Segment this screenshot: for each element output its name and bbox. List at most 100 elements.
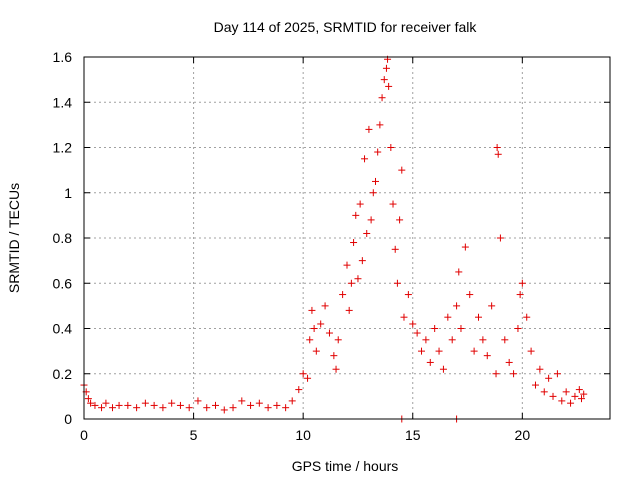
data-point xyxy=(330,352,338,360)
data-point xyxy=(367,216,375,224)
data-point xyxy=(496,234,504,242)
data-point xyxy=(380,76,388,84)
data-point xyxy=(378,94,386,102)
y-tick-label: 1.2 xyxy=(53,140,73,156)
data-point xyxy=(264,404,272,412)
data-point xyxy=(488,302,496,310)
data-point xyxy=(461,243,469,251)
data-point xyxy=(347,279,355,287)
data-point xyxy=(540,388,548,396)
data-point xyxy=(475,313,482,321)
data-point xyxy=(176,401,184,409)
data-point xyxy=(455,268,463,276)
data-point xyxy=(479,336,487,344)
x-tick-label: 10 xyxy=(295,427,311,443)
y-tick-label: 1.6 xyxy=(53,49,73,65)
data-point xyxy=(505,358,513,366)
data-point xyxy=(108,404,116,412)
data-point xyxy=(295,386,303,394)
data-point xyxy=(365,125,373,133)
data-point xyxy=(578,395,586,403)
data-point xyxy=(549,392,557,400)
data-point xyxy=(124,401,132,409)
y-axis-title: SRMTID / TECUs xyxy=(6,183,22,293)
data-point xyxy=(418,347,426,355)
data-point xyxy=(422,336,430,344)
data-point xyxy=(288,397,296,405)
data-point xyxy=(393,279,401,287)
data-point xyxy=(185,404,193,412)
data-point xyxy=(516,291,524,299)
data-point xyxy=(308,306,316,314)
data-point xyxy=(345,306,353,314)
chart-title: Day 114 of 2025, SRMTID for receiver fal… xyxy=(214,19,478,35)
y-tick-label: 0 xyxy=(64,411,72,427)
data-point xyxy=(444,313,452,321)
data-points xyxy=(80,55,588,423)
data-point xyxy=(310,325,318,332)
x-tick-label: 20 xyxy=(515,427,531,443)
y-tick-label: 0.6 xyxy=(53,275,73,291)
data-point xyxy=(439,365,447,373)
data-point xyxy=(398,166,406,174)
data-point xyxy=(325,329,333,337)
data-point xyxy=(545,374,553,382)
data-point xyxy=(354,275,362,283)
data-point xyxy=(466,291,474,299)
data-point xyxy=(494,150,502,158)
data-point xyxy=(332,365,340,373)
grid xyxy=(84,57,610,419)
data-point xyxy=(483,352,491,360)
data-point xyxy=(413,329,421,337)
data-point xyxy=(150,401,158,409)
data-point xyxy=(389,200,397,208)
data-point xyxy=(558,397,566,405)
data-point xyxy=(527,347,535,355)
data-point xyxy=(431,325,439,332)
data-point xyxy=(141,399,149,407)
data-point xyxy=(404,291,412,299)
data-point xyxy=(255,399,263,407)
data-point xyxy=(220,406,228,414)
data-point xyxy=(387,144,395,151)
data-point xyxy=(514,325,522,332)
data-point xyxy=(350,239,358,247)
data-point xyxy=(448,336,456,344)
y-tick-label: 0.8 xyxy=(53,230,73,246)
data-point xyxy=(396,216,404,224)
data-point xyxy=(562,388,570,396)
data-point xyxy=(531,381,539,389)
data-point xyxy=(339,291,347,299)
data-point xyxy=(580,390,588,398)
data-point xyxy=(102,399,110,407)
data-point xyxy=(133,404,141,412)
data-point xyxy=(247,401,255,409)
data-point xyxy=(575,386,583,394)
data-point xyxy=(385,82,393,90)
data-point xyxy=(523,313,531,321)
data-point xyxy=(371,177,379,185)
data-point xyxy=(229,404,237,412)
data-point xyxy=(168,399,176,407)
data-point xyxy=(501,336,509,344)
data-point xyxy=(238,397,246,405)
data-point xyxy=(343,261,351,269)
x-tick-label: 5 xyxy=(190,427,198,443)
data-point xyxy=(453,302,461,310)
data-point xyxy=(84,395,92,403)
data-point xyxy=(194,397,202,405)
y-axis: 0 0.2 0.4 0.6 0.8 1 1.2 1.4 1.6 xyxy=(53,49,610,427)
data-point xyxy=(299,370,307,378)
data-point xyxy=(400,313,408,321)
data-point xyxy=(358,257,366,265)
data-point xyxy=(306,336,314,344)
data-point xyxy=(374,148,382,156)
data-point xyxy=(492,370,500,378)
data-point xyxy=(282,404,290,412)
data-point xyxy=(426,358,434,366)
data-point xyxy=(91,401,99,409)
data-point xyxy=(115,401,123,409)
x-tick-label: 15 xyxy=(405,427,421,443)
